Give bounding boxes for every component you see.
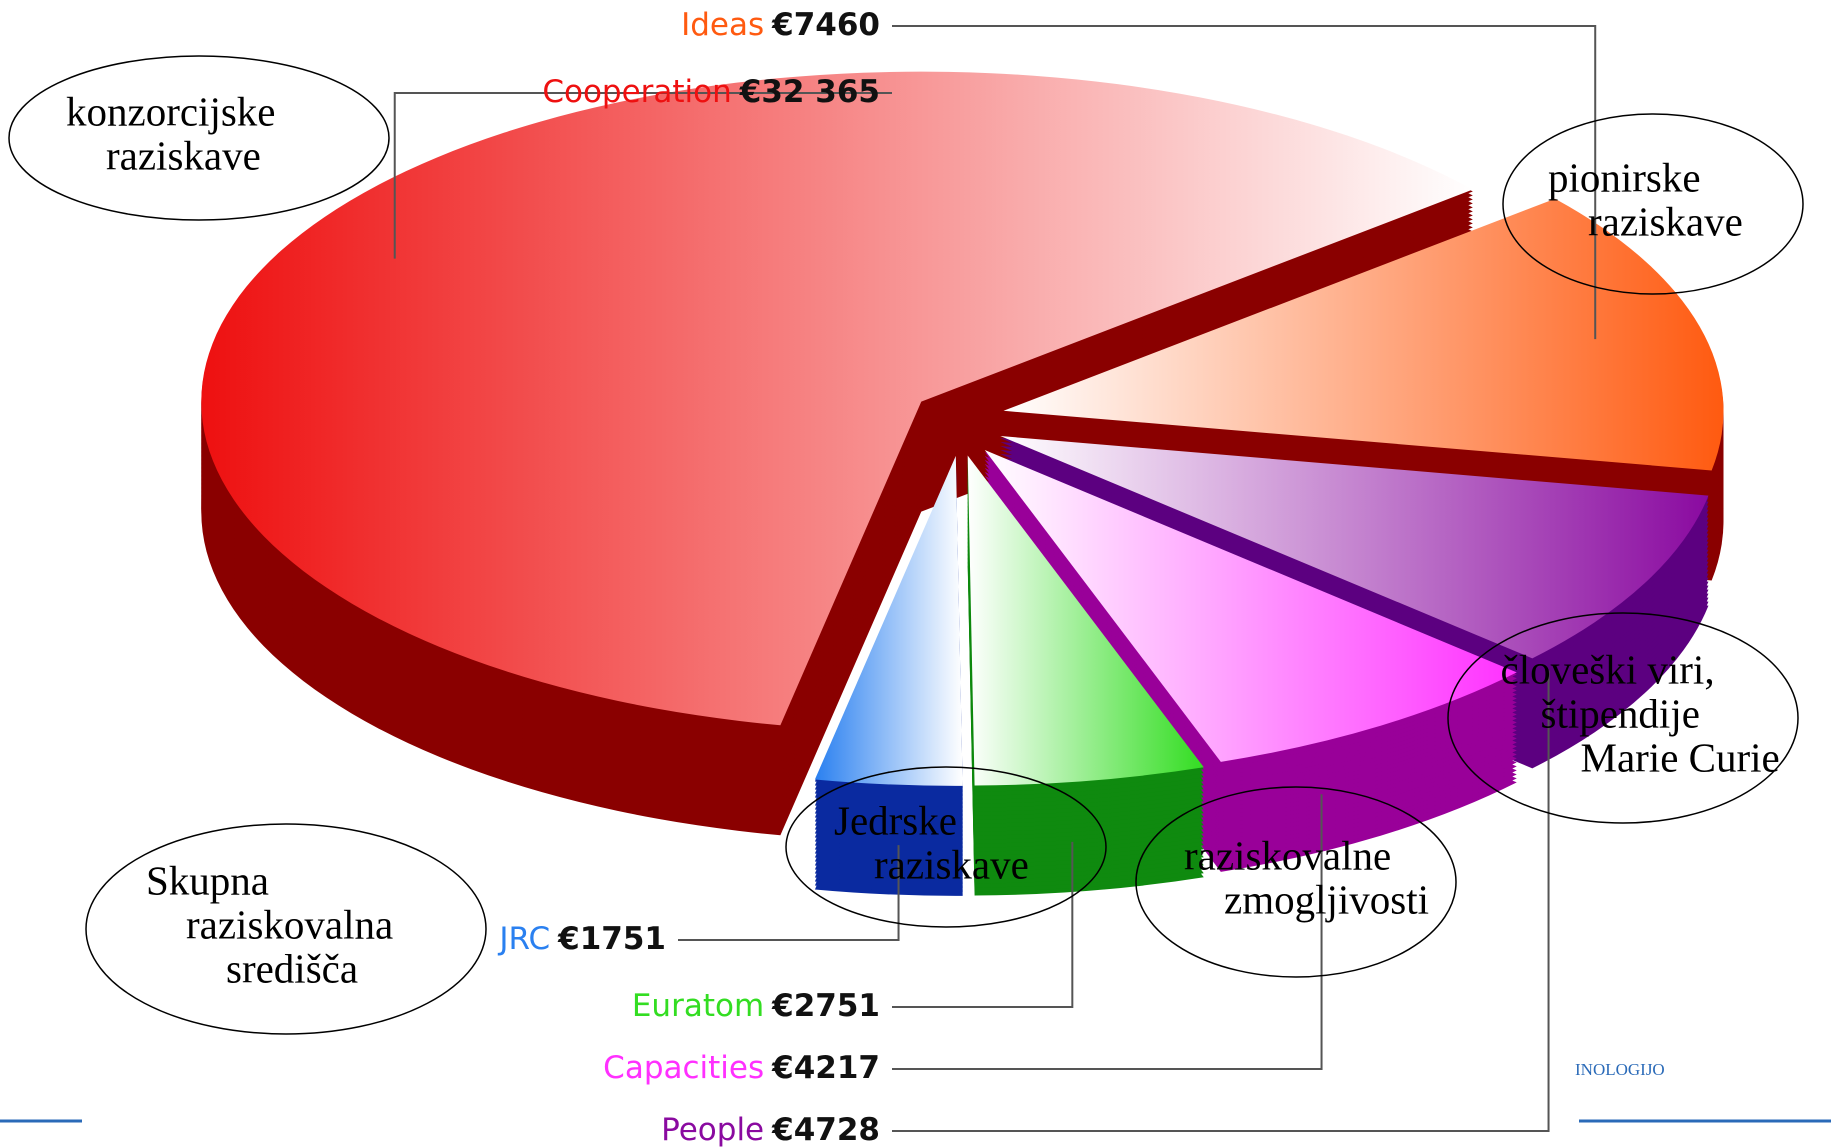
annotation-text: raziskovalne [1184,832,1391,878]
category-name: Cooperation [542,74,731,110]
value-label: €4728 [771,1112,880,1148]
annotation-text: središča [226,945,358,991]
annotation-text: Jedrske [834,797,957,843]
leader-line [892,794,1323,1070]
slice [1003,198,1724,471]
leader-line [678,845,900,941]
value-label: €4217 [771,1050,880,1086]
annotation-ellipse [1447,612,1799,824]
slice [814,455,963,786]
annotation-ellipse [85,823,487,1035]
value-label: €7460 [771,7,880,43]
category-name: JRC [497,921,550,957]
annotation-text: raziskave [874,841,1029,887]
annotation-text: Marie Curie [1581,734,1780,780]
slice-label: JRC €1751 [497,921,666,957]
annotation-ellipse [785,766,1107,928]
annotation-ellipse [1502,113,1804,295]
annotation-ellipse [8,55,390,221]
annotation-text: zmogljivosti [1224,876,1429,922]
annotation-text: raziskovalna [186,901,393,947]
annotation-text: Skupna [146,857,269,903]
value-label: €32 365 [739,74,880,110]
slice-label: People €4728 [661,1112,880,1148]
annotation-text: štipendije [1541,690,1700,736]
slice-label: Capacities €4217 [603,1050,880,1086]
slice [984,450,1517,762]
category-name: Capacities [603,1050,764,1086]
slice-label: Ideas €7460 [681,7,880,43]
annotation-ellipse [1135,786,1457,978]
slice-label: Cooperation €32 365 [542,74,880,110]
annotation-text: pionirske [1548,154,1701,200]
slice [967,455,1204,786]
annotation-text: raziskave [1588,198,1743,244]
leader-line [892,25,1597,340]
slice-label: Euratom €2751 [632,988,880,1024]
slice [1000,436,1709,659]
category-name: Euratom [632,988,764,1024]
leaders [393,25,1597,1132]
pie [201,71,1724,896]
leader-line [892,670,1550,1132]
annotation-text: raziskave [106,132,261,178]
value-label: €2751 [771,988,880,1024]
value-label: €1751 [557,921,666,957]
slice [201,71,1473,726]
annotation-text: človeški viri, [1501,646,1715,692]
footer-text: INOLOGIJO [1575,1060,1665,1079]
annotation-text: konzorcijske [66,88,275,134]
leader-line [393,92,892,259]
category-name: Ideas [681,7,764,43]
category-name: People [661,1112,764,1148]
